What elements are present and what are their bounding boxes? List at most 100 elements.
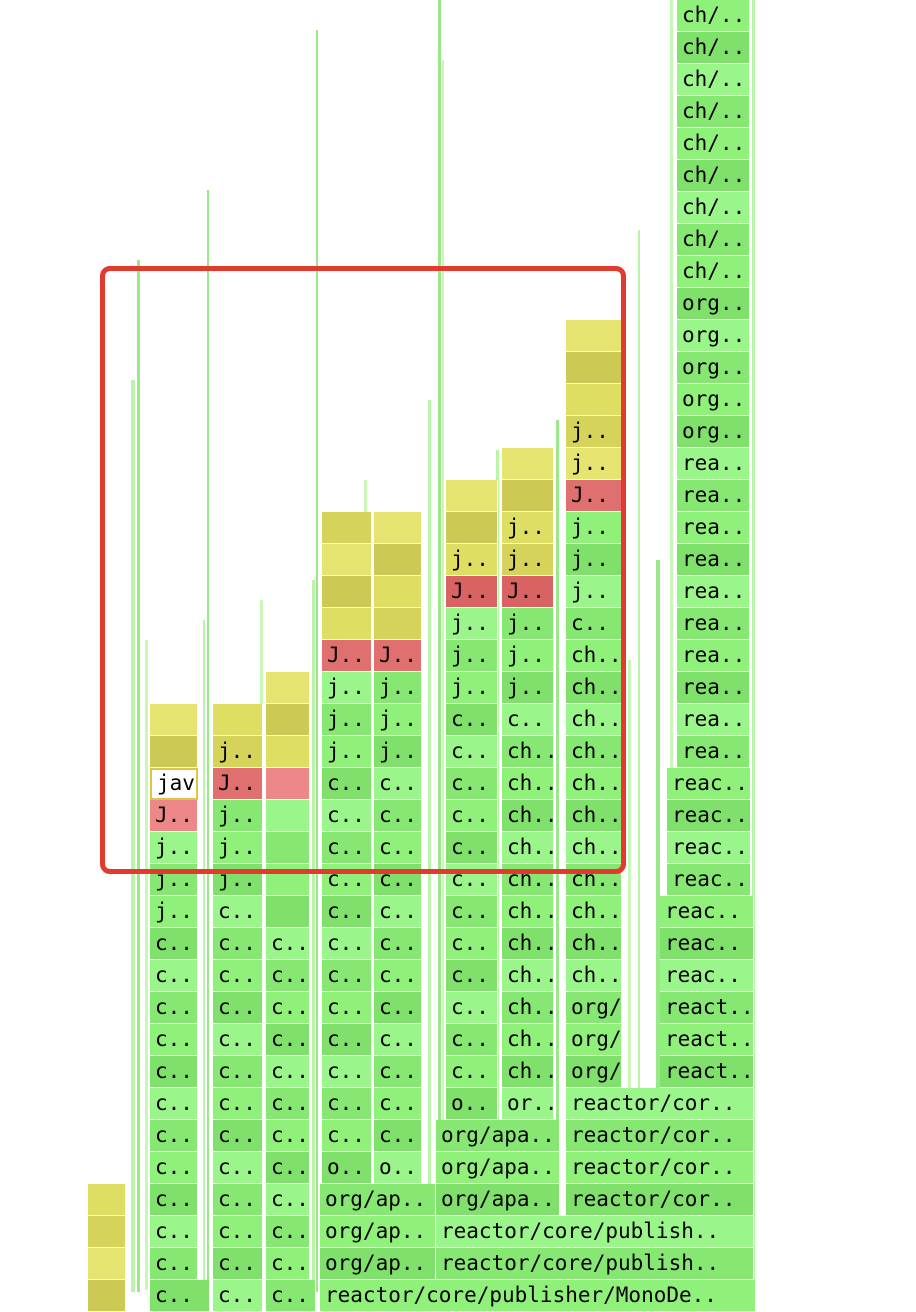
stack-frame[interactable]: j..	[446, 672, 498, 704]
stack-frame[interactable]: c..	[374, 1056, 422, 1088]
stack-frame[interactable]	[266, 768, 310, 800]
stack-frame[interactable]: c..	[266, 1024, 310, 1056]
stack-frame-sliver[interactable]	[638, 230, 640, 1292]
stack-frame[interactable]: ch..	[502, 896, 554, 928]
stack-frame[interactable]: c..	[322, 768, 372, 800]
stack-frame[interactable]: c..	[150, 1184, 198, 1216]
stack-frame[interactable]: c..	[266, 1184, 310, 1216]
stack-frame[interactable]: react..	[660, 1056, 754, 1088]
stack-frame[interactable]: ch/..	[677, 224, 750, 256]
stack-frame-sliver[interactable]	[556, 420, 559, 1292]
stack-frame[interactable]: org/apa..	[436, 1184, 560, 1216]
stack-frame-sliver[interactable]	[656, 560, 660, 1292]
stack-frame[interactable]: j..	[502, 608, 554, 640]
stack-frame[interactable]: reactor/core/publish..	[436, 1216, 754, 1248]
stack-frame[interactable]	[374, 576, 422, 608]
stack-frame[interactable]: org/apa..	[436, 1120, 560, 1152]
stack-frame[interactable]	[266, 672, 310, 704]
stack-frame[interactable]: ch..	[502, 960, 554, 992]
stack-frame[interactable]: ch..	[566, 768, 622, 800]
stack-frame[interactable]: j..	[213, 736, 263, 768]
stack-frame[interactable]: org/..	[566, 1024, 622, 1056]
stack-frame[interactable]: j..	[502, 544, 554, 576]
stack-frame[interactable]: reac..	[660, 928, 754, 960]
stack-frame[interactable]: c..	[374, 832, 422, 864]
stack-frame[interactable]: reac..	[660, 960, 754, 992]
stack-frame[interactable]: org/..	[566, 992, 622, 1024]
stack-frame[interactable]: ch..	[502, 800, 554, 832]
stack-frame[interactable]: rea..	[677, 448, 750, 480]
stack-frame[interactable]: rea..	[677, 640, 750, 672]
stack-frame[interactable]: j..	[446, 640, 498, 672]
stack-frame[interactable]: org..	[677, 384, 750, 416]
stack-frame[interactable]: rea..	[677, 576, 750, 608]
stack-frame[interactable]: c..	[374, 864, 422, 896]
stack-frame[interactable]: reactor/cor..	[566, 1184, 754, 1216]
stack-frame[interactable]: c..	[150, 1248, 198, 1280]
stack-frame[interactable]: c..	[150, 1056, 198, 1088]
stack-frame[interactable]: j..	[213, 800, 263, 832]
stack-frame[interactable]: ch/..	[677, 32, 750, 64]
stack-frame[interactable]: org..	[677, 320, 750, 352]
stack-frame[interactable]: rea..	[677, 672, 750, 704]
stack-frame[interactable]: c..	[213, 1024, 263, 1056]
stack-frame[interactable]: org/ap..	[320, 1184, 436, 1216]
stack-frame[interactable]: c..	[266, 1216, 310, 1248]
stack-frame[interactable]: J..	[374, 640, 422, 672]
stack-frame[interactable]: c..	[266, 928, 310, 960]
stack-frame[interactable]: c..	[150, 1280, 210, 1312]
stack-frame[interactable]: c..	[322, 992, 372, 1024]
stack-frame[interactable]: ch..	[502, 768, 554, 800]
stack-frame[interactable]: org/ap..	[320, 1248, 436, 1280]
stack-frame[interactable]: c..	[446, 832, 498, 864]
stack-frame[interactable]: c..	[374, 1024, 422, 1056]
stack-frame[interactable]: reactor/core/publisher/MonoDe..	[320, 1280, 756, 1312]
stack-frame[interactable]: java	[150, 768, 198, 800]
stack-frame[interactable]: ch..	[566, 704, 622, 736]
stack-frame[interactable]: ch..	[566, 896, 622, 928]
stack-frame-sliver[interactable]	[628, 660, 631, 1292]
stack-frame[interactable]: c..	[374, 960, 422, 992]
stack-frame[interactable]: c..	[446, 928, 498, 960]
stack-frame-sliver[interactable]	[316, 30, 318, 1292]
stack-frame[interactable]: ch..	[566, 640, 622, 672]
stack-frame[interactable]	[88, 1216, 126, 1248]
stack-frame[interactable]: org..	[677, 288, 750, 320]
stack-frame[interactable]: j..	[374, 736, 422, 768]
stack-frame[interactable]	[502, 480, 554, 512]
stack-frame[interactable]: c..	[374, 800, 422, 832]
stack-frame[interactable]: c..	[213, 896, 263, 928]
stack-frame[interactable]: c..	[374, 896, 422, 928]
stack-frame[interactable]: rea..	[677, 736, 750, 768]
stack-frame[interactable]: c..	[213, 1152, 263, 1184]
stack-frame-sliver[interactable]	[145, 640, 148, 1290]
stack-frame[interactable]: c..	[322, 1088, 372, 1120]
stack-frame[interactable]: c..	[322, 1056, 372, 1088]
stack-frame-sliver[interactable]	[131, 380, 135, 1292]
stack-frame[interactable]	[374, 512, 422, 544]
stack-frame[interactable]: c..	[213, 1184, 263, 1216]
stack-frame[interactable]: j..	[374, 672, 422, 704]
stack-frame[interactable]: c..	[446, 960, 498, 992]
stack-frame[interactable]: org..	[677, 416, 750, 448]
stack-frame[interactable]: c..	[213, 1120, 263, 1152]
stack-frame-sliver[interactable]	[442, 60, 444, 1292]
stack-frame[interactable]: c..	[150, 928, 198, 960]
stack-frame[interactable]: c..	[266, 1280, 316, 1312]
stack-frame[interactable]: ch..	[502, 864, 554, 896]
stack-frame[interactable]	[266, 864, 310, 896]
stack-frame[interactable]: c..	[213, 1216, 263, 1248]
stack-frame[interactable]	[322, 608, 372, 640]
stack-frame[interactable]: reac..	[667, 832, 751, 864]
stack-frame[interactable]: reac..	[660, 896, 754, 928]
stack-frame[interactable]: c..	[213, 1280, 263, 1312]
stack-frame[interactable]: c..	[213, 992, 263, 1024]
stack-frame[interactable]	[502, 448, 554, 480]
stack-frame[interactable]: ch..	[502, 832, 554, 864]
stack-frame[interactable]: ch/..	[677, 256, 750, 288]
stack-frame[interactable]: c..	[322, 832, 372, 864]
stack-frame[interactable]: ch..	[502, 928, 554, 960]
stack-frame[interactable]: ch/..	[677, 96, 750, 128]
stack-frame[interactable]: J..	[566, 480, 622, 512]
stack-frame[interactable]: c..	[150, 1120, 198, 1152]
